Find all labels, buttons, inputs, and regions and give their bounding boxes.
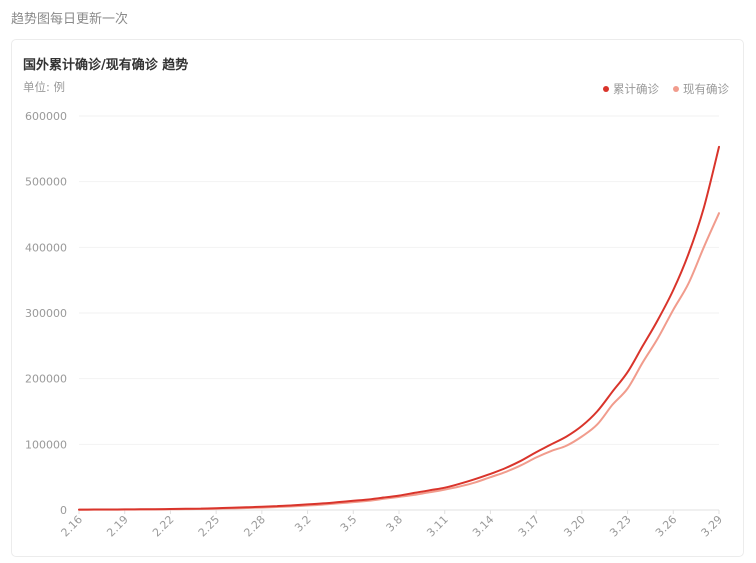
x-tick-label: 3.11 bbox=[424, 513, 451, 540]
legend-label-current: 现有确诊 bbox=[683, 82, 729, 96]
legend-dot-cumulative bbox=[603, 86, 609, 92]
legend-label-cumulative: 累计确诊 bbox=[613, 82, 659, 96]
x-tick-label: 2.22 bbox=[150, 513, 177, 540]
x-tick-label: 3.23 bbox=[607, 513, 634, 540]
x-tick-label: 3.26 bbox=[653, 513, 680, 540]
chart-title: 国外累计确诊/现有确诊 趋势 bbox=[23, 58, 189, 73]
y-tick-label: 100000 bbox=[25, 438, 67, 451]
series-line-cumulative bbox=[78, 145, 720, 511]
legend-dot-current bbox=[673, 86, 679, 92]
x-tick-label: 3.17 bbox=[516, 513, 543, 540]
chart-card: 国外累计确诊/现有确诊 趋势 单位: 例 累计确诊 现有确诊 0 100000 20… bbox=[11, 39, 744, 557]
x-tick-label: 2.25 bbox=[196, 513, 223, 540]
line-chart: 0 100000 200000 300000 400000 500000 600000 2.1… bbox=[25, 110, 726, 540]
series-line-current bbox=[78, 212, 720, 511]
x-tick-label: 3.14 bbox=[470, 513, 497, 540]
y-tick-label: 300000 bbox=[25, 307, 67, 320]
x-tick-label: 3.5 bbox=[338, 513, 360, 535]
chart-legend: 累计确诊 现有确诊 bbox=[603, 81, 729, 97]
x-tick-label: 3.29 bbox=[699, 513, 726, 540]
y-tick-label: 200000 bbox=[25, 373, 67, 386]
legend-item-cumulative[interactable]: 累计确诊 bbox=[603, 81, 659, 97]
page-header: 趋势图每日更新一次 bbox=[11, 12, 129, 27]
x-tick-label: 2.28 bbox=[241, 513, 268, 540]
y-tick-label: 0 bbox=[60, 504, 67, 517]
y-tick-label: 400000 bbox=[25, 241, 67, 254]
unit-label: 单位: 例 bbox=[23, 80, 66, 94]
x-tick-label: 3.8 bbox=[384, 513, 406, 535]
x-tick-label: 2.19 bbox=[104, 513, 131, 540]
y-tick-label: 600000 bbox=[25, 110, 67, 123]
legend-item-current[interactable]: 现有确诊 bbox=[673, 81, 729, 97]
x-tick-label: 3.20 bbox=[561, 513, 588, 540]
x-tick-label: 3.2 bbox=[292, 513, 314, 535]
y-tick-label: 500000 bbox=[25, 176, 67, 189]
